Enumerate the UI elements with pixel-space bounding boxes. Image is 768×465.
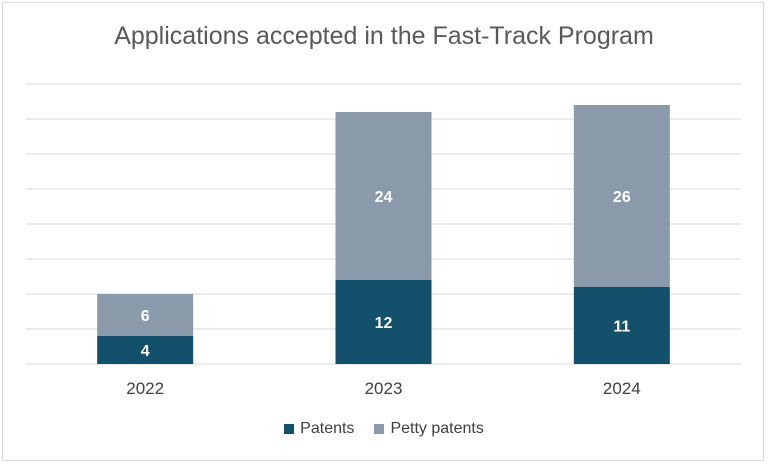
bar-petty-patents-2022 <box>97 294 194 336</box>
x-tick-label-2022: 2022 <box>126 379 164 398</box>
legend-swatch-petty-patents <box>374 424 385 434</box>
chart-title: Applications accepted in the Fast-Track … <box>114 22 654 50</box>
data-label-patents-2024: 11 <box>613 319 630 336</box>
legend-swatch-patents <box>284 424 295 434</box>
data-label-petty-patents-2024: 26 <box>613 189 631 206</box>
chart-legend: Patents Petty patents <box>0 420 768 438</box>
bar-petty-patents-2024 <box>573 105 670 287</box>
legend-item-petty-patents: Petty patents <box>374 420 484 438</box>
data-label-petty-patents-2022: 6 <box>141 308 150 325</box>
bar-petty-patents-2023 <box>335 112 432 280</box>
data-label-patents-2023: 12 <box>375 315 393 332</box>
legend-label-patents: Patents <box>300 420 355 437</box>
data-label-petty-patents-2023: 24 <box>375 189 393 206</box>
data-label-patents-2022: 4 <box>141 343 150 360</box>
x-tick-label-2023: 2023 <box>365 379 403 398</box>
bar-patents-2023 <box>335 280 432 364</box>
x-tick-label-2024: 2024 <box>603 379 641 398</box>
bar-patents-2022 <box>97 336 194 364</box>
legend-label-petty-patents: Petty patents <box>390 420 484 437</box>
bar-patents-2024 <box>573 287 670 364</box>
legend-item-patents: Patents <box>284 420 354 438</box>
